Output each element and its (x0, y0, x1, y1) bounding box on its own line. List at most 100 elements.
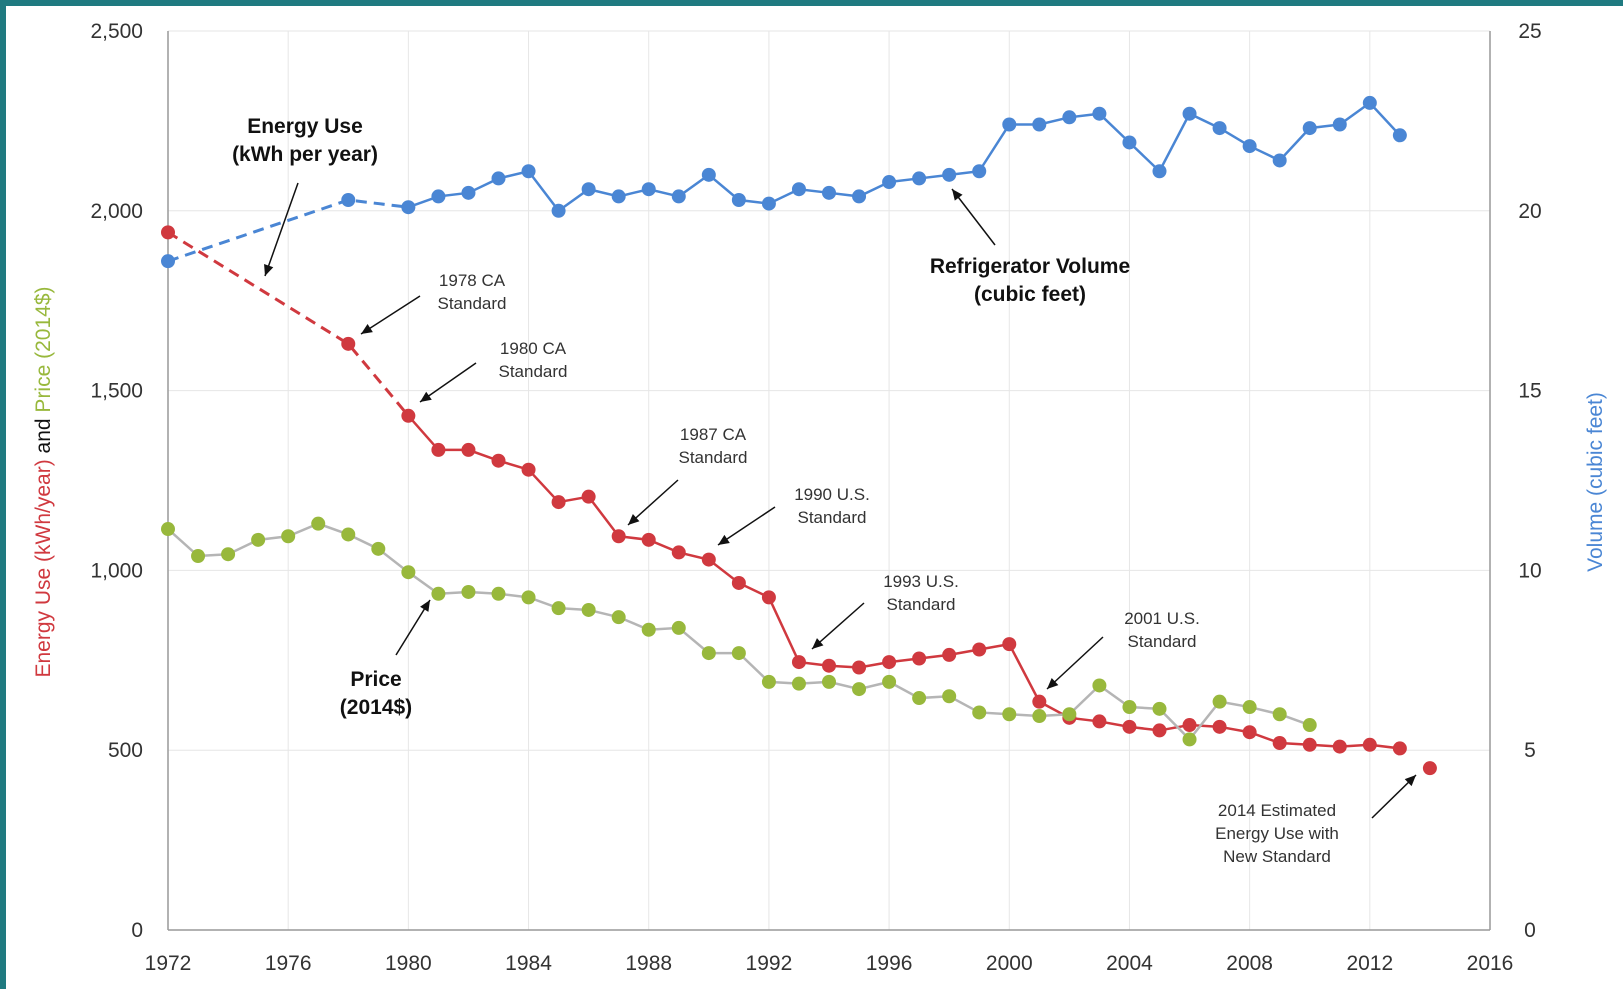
point-energy-1992 (761, 590, 776, 605)
annotation-estimate-2014-line-0: 2014 Estimated (1218, 801, 1336, 820)
annotation-estimate-2014-line-2: New Standard (1223, 847, 1331, 866)
y-axis-left-label-energy: Energy Use (kWh/year) (32, 459, 55, 677)
y-right-tick-5: 5 (1524, 739, 1536, 762)
annotation-energy-use-line-0: Energy Use (247, 115, 363, 138)
annotation-us-2001-line-1: Standard (1128, 632, 1197, 651)
arrow-ca-1978 (360, 295, 421, 335)
point-volume-2000 (1002, 117, 1017, 132)
annotation-us-1990-line-1: Standard (798, 508, 867, 527)
point-price-1988 (641, 622, 656, 637)
annotation-ca-1987: 1987 CA Standard (679, 425, 748, 467)
y-left-tick-1,000: 1,000 (90, 559, 143, 582)
point-price-1999 (972, 705, 987, 720)
point-energy-2004 (1122, 719, 1137, 734)
y-axis-right-label: Volume (cubic feet) (1584, 392, 1607, 572)
point-price-1984 (521, 590, 536, 605)
annotation-ca-1978-line-0: 1978 CA (439, 271, 506, 290)
axes (167, 31, 1491, 931)
point-price-1990 (701, 646, 716, 661)
point-energy-2003 (1092, 714, 1107, 729)
point-price-1997 (912, 691, 927, 706)
arrow-price (395, 599, 431, 656)
point-price-1982 (461, 584, 476, 599)
point-price-1972 (161, 522, 175, 537)
arrow-us-1990 (717, 506, 776, 546)
point-volume-1980 (401, 200, 416, 215)
annotation-ca-1980-line-0: 1980 CA (500, 339, 567, 358)
annotation-us-2001: 2001 U.S. Standard (1124, 609, 1200, 651)
annotation-us-1993: 1993 U.S. Standard (883, 572, 959, 614)
y-right-tick-25: 25 (1518, 20, 1541, 43)
series-volume (161, 95, 1407, 269)
point-energy-1983 (491, 453, 506, 468)
point-price-1975 (251, 532, 266, 547)
x-tick-1996: 1996 (866, 952, 913, 975)
annotation-price-line-0: Price (350, 668, 401, 691)
point-energy-1994 (822, 658, 836, 673)
annotation-energy-use: Energy Use (kWh per year) (232, 115, 378, 166)
point-price-1981 (431, 586, 446, 601)
x-tick-1988: 1988 (625, 952, 672, 975)
point-price-2000 (1002, 707, 1017, 722)
point-volume-2012 (1362, 95, 1377, 110)
frame-left-edge (0, 0, 6, 989)
point-volume-1978 (341, 193, 356, 208)
x-tick-2016: 2016 (1467, 952, 1514, 975)
point-volume-1999 (972, 164, 987, 179)
point-energy-1990 (701, 552, 716, 567)
point-price-1974 (221, 547, 236, 562)
series (161, 95, 1437, 776)
point-energy-2012 (1362, 737, 1377, 752)
x-tick-1984: 1984 (505, 952, 552, 975)
arrow-estimate-2014 (1371, 774, 1417, 819)
x-tick-1976: 1976 (265, 952, 312, 975)
point-energy-2010 (1302, 737, 1317, 752)
y-left-tick-2,000: 2,000 (90, 200, 143, 223)
annotation-arrows (264, 182, 1417, 819)
point-price-1991 (731, 646, 746, 661)
x-tick-2012: 2012 (1346, 952, 1393, 975)
annotation-price: Price (2014$) (340, 668, 412, 719)
point-volume-1981 (431, 189, 446, 204)
point-price-1986 (581, 602, 596, 617)
point-energy-1989 (671, 545, 686, 560)
series-estimate (1422, 761, 1437, 776)
point-volume-2008 (1242, 139, 1257, 154)
point-price-2001 (1032, 709, 1047, 724)
point-energy-1999 (972, 642, 987, 657)
y-right-tick-15: 15 (1518, 380, 1541, 403)
point-volume-1991 (731, 193, 746, 208)
x-tick-2008: 2008 (1226, 952, 1273, 975)
point-price-1973 (191, 549, 206, 564)
point-price-1996 (882, 674, 897, 689)
annotation-us-1993-line-1: Standard (887, 595, 956, 614)
point-price-1983 (491, 586, 506, 601)
point-energy-1995 (852, 660, 867, 675)
point-price-2003 (1092, 678, 1107, 693)
point-energy-1993 (791, 655, 806, 670)
point-energy-2001 (1032, 694, 1047, 709)
point-volume-1997 (912, 171, 927, 186)
point-price-2010 (1302, 718, 1317, 733)
point-energy-1986 (581, 489, 596, 504)
point-price-1976 (281, 529, 296, 544)
annotation-us-1990-line-0: 1990 U.S. (794, 485, 870, 504)
y-left-tick-2,500: 2,500 (90, 20, 143, 43)
y-axis-left-label-and: and (32, 413, 55, 460)
point-volume-2013 (1392, 128, 1407, 143)
point-volume-2001 (1032, 117, 1047, 132)
point-volume-1984 (521, 164, 536, 179)
point-price-2006 (1182, 732, 1197, 747)
point-volume-1992 (761, 196, 776, 211)
arrow-us-1993 (811, 602, 865, 650)
point-volume-1986 (581, 182, 596, 197)
point-energy-1987 (611, 529, 626, 544)
arrow-ca-1987 (627, 479, 679, 526)
point-volume-1990 (701, 167, 716, 182)
annotation-us-1993-line-0: 1993 U.S. (883, 572, 959, 591)
point-energy-2005 (1152, 723, 1167, 738)
annotation-ca-1980: 1980 CA Standard (499, 339, 568, 381)
point-volume-1988 (641, 182, 656, 197)
annotation-ca-1987-line-0: 1987 CA (680, 425, 747, 444)
point-energy-1972 (161, 225, 175, 240)
